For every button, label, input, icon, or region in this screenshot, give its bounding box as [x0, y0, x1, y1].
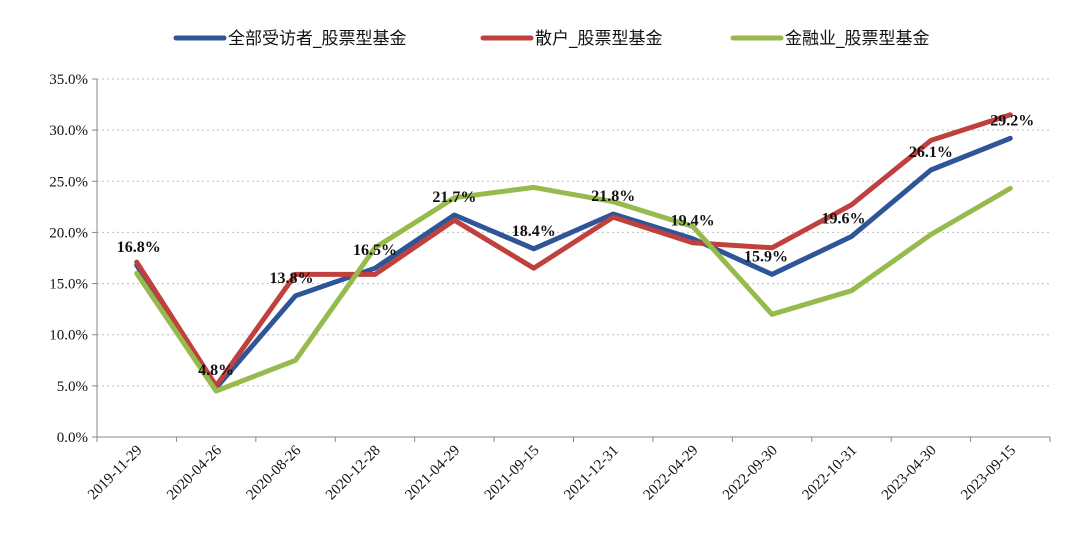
- x-tick-label: 2023-04-30: [879, 443, 940, 504]
- y-tick-label: 20.0%: [49, 225, 88, 241]
- data-label: 16.5%: [353, 242, 397, 259]
- data-label: 13.8%: [270, 270, 314, 287]
- y-tick-label: 30.0%: [49, 123, 88, 139]
- y-axis-labels: 0.0% 5.0% 10.0% 15.0% 20.0% 25.0% 30.0% 35.0%: [49, 72, 88, 446]
- series-line-1: [134, 135, 1013, 391]
- legend-label-1: 全部受访者_股票型基金: [228, 29, 407, 49]
- y-tick-label: 15.0%: [49, 277, 88, 293]
- series-line-3: [134, 184, 1013, 394]
- data-label: 21.7%: [432, 189, 476, 206]
- series-lines: [134, 112, 1013, 394]
- x-tick-label: 2022-04-29: [641, 443, 702, 504]
- x-tick-label: 2023-09-15: [958, 443, 1019, 504]
- x-tick-label: 2019-11-29: [85, 443, 145, 503]
- y-tick-label: 25.0%: [49, 174, 88, 190]
- data-label: 21.8%: [591, 188, 635, 205]
- data-label: 4.8%: [198, 362, 234, 379]
- data-label: 16.8%: [117, 239, 161, 256]
- data-label: 15.9%: [744, 248, 788, 265]
- legend-label-3: 金融业_股票型基金: [785, 29, 930, 49]
- data-label: 19.4%: [671, 213, 715, 230]
- y-tick-label: 10.0%: [49, 328, 88, 344]
- axes: [92, 78, 1051, 442]
- x-tick-label: 2022-10-31: [799, 443, 860, 504]
- y-tick-label: 5.0%: [57, 379, 88, 395]
- legend-label-2: 散户_股票型基金: [535, 29, 663, 49]
- x-tick-label: 2021-04-29: [402, 443, 463, 504]
- x-tick-label: 2021-09-15: [482, 443, 543, 504]
- x-axis-labels: 2019-11-29 2020-04-26 2020-08-26 2020-12-28…: [85, 442, 1019, 503]
- y-tick-label: 0.0%: [57, 430, 88, 446]
- x-tick-label: 2021-12-31: [561, 443, 622, 504]
- series-line-2: [134, 112, 1013, 389]
- data-label: 19.6%: [821, 211, 865, 228]
- x-tick-label: 2020-08-26: [244, 442, 305, 503]
- data-labels: 16.8% 4.8% 13.8% 16.5% 21.7% 18.4% 21.8% 19.4% 1…: [117, 112, 1035, 379]
- x-tick-label: 2020-04-26: [164, 442, 225, 503]
- data-label: 29.2%: [990, 112, 1034, 129]
- data-label: 18.4%: [512, 223, 556, 240]
- data-label: 26.1%: [909, 144, 953, 161]
- x-tick-label: 2022-09-30: [720, 443, 781, 504]
- legend: 全部受访者_股票型基金 散户_股票型基金 金融业_股票型基金: [173, 29, 930, 49]
- y-tick-label: 35.0%: [49, 72, 88, 88]
- x-tick-label: 2020-12-28: [323, 443, 384, 504]
